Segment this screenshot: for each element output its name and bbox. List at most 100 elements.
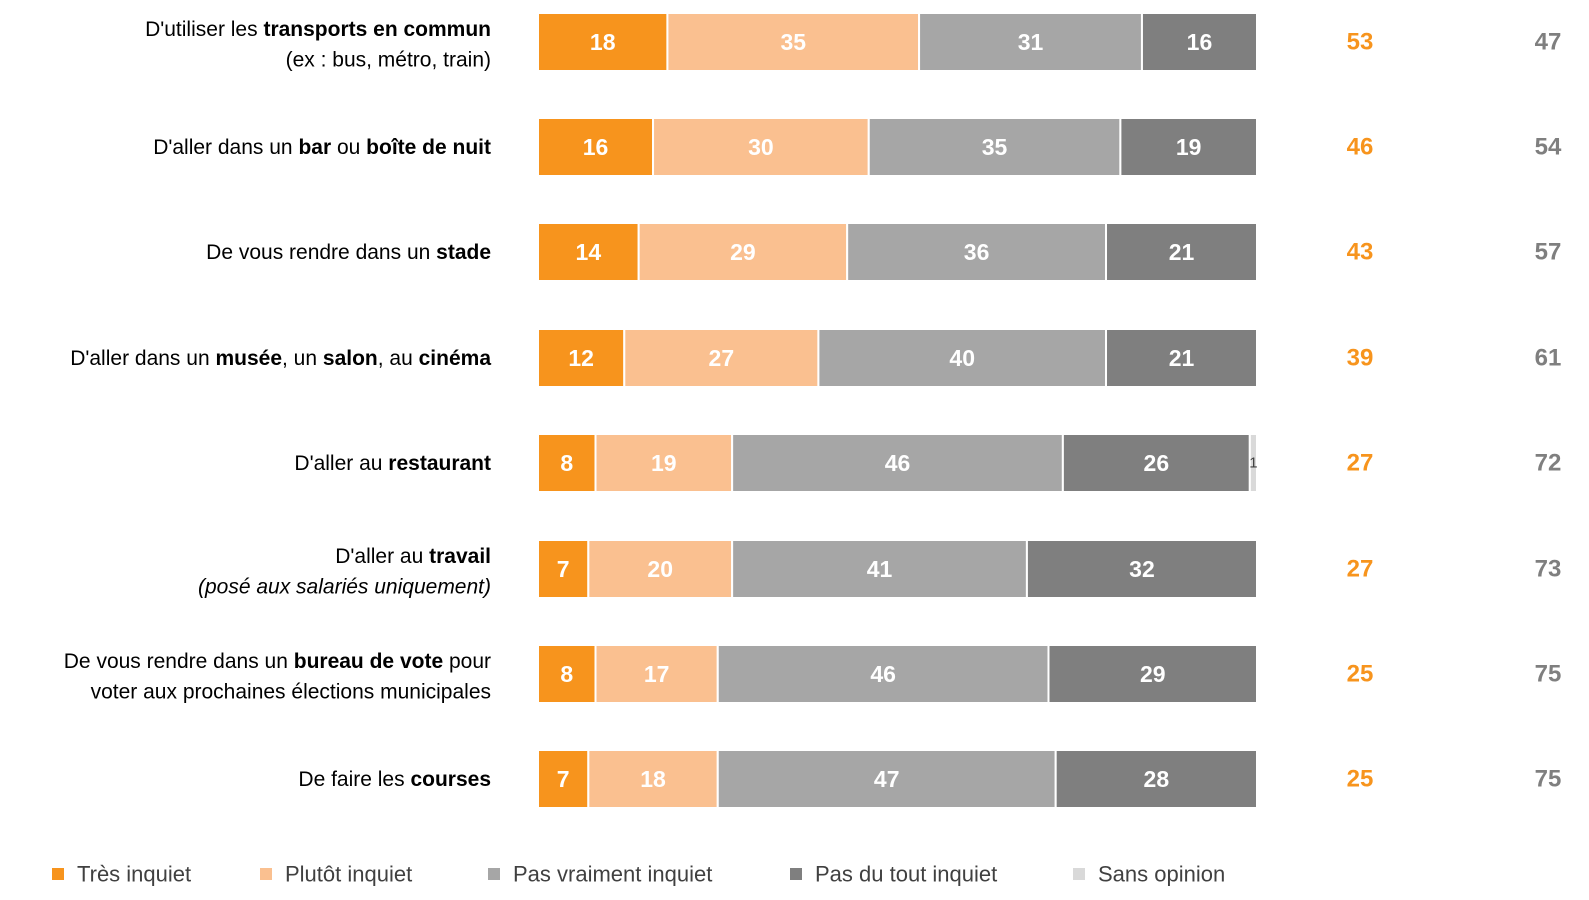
total-inquiet: 27 (1347, 450, 1374, 477)
total-pas-inquiet: 75 (1535, 766, 1562, 793)
bar-segment (537, 222, 640, 282)
bar-value-label: 31 (1018, 29, 1044, 55)
legend-label: Pas vraiment inquiet (513, 862, 712, 887)
bar-value-label: 35 (780, 29, 806, 55)
legend-label: Sans opinion (1098, 862, 1225, 887)
bar-value-label: 47 (874, 766, 900, 792)
bar-value-label: 7 (557, 556, 570, 582)
bar-segment (1054, 749, 1259, 809)
bar-value-label: 16 (1187, 29, 1213, 55)
bar-value-label: 29 (1140, 661, 1166, 687)
total-inquiet: 25 (1347, 766, 1374, 793)
total-inquiet: 39 (1347, 345, 1374, 372)
category-label: D'aller dans un bar ou boîte de nuit (153, 136, 491, 159)
bar-segment (537, 328, 626, 388)
legend: Très inquiet Plutôt inquiet Pas vraiment i… (52, 862, 1225, 887)
category-sublabel: (ex : bus, métro, train) (286, 49, 491, 72)
bar-value-label: 7 (557, 766, 570, 792)
bar-value-label: 41 (867, 556, 893, 582)
legend-label: Très inquiet (77, 862, 191, 887)
bar-value-label: 8 (560, 661, 573, 687)
category-label: D'aller dans un musée, un salon, au ciné… (70, 347, 491, 370)
bar-value-label: 21 (1169, 345, 1195, 371)
category-label: De vous rendre dans un bureau de vote po… (64, 650, 491, 673)
total-pas-inquiet: 73 (1535, 556, 1562, 583)
bar-segment (623, 328, 820, 388)
bar-value-label: 27 (709, 345, 735, 371)
total-pas-inquiet: 57 (1535, 239, 1562, 266)
bar-segment (1047, 644, 1258, 704)
bar-segment (666, 12, 921, 72)
bar-segment (1248, 433, 1259, 493)
total-inquiet: 46 (1347, 134, 1374, 161)
bar-value-label: 29 (730, 239, 756, 265)
total-inquiet: 53 (1347, 29, 1374, 56)
bar-segment (587, 749, 719, 809)
legend-label: Pas du tout inquiet (815, 862, 997, 887)
bar-value-label: 14 (576, 239, 602, 265)
bar-segment (731, 433, 1064, 493)
bar-segment (537, 117, 655, 177)
bar-value-label: 18 (640, 766, 666, 792)
bar-segment (594, 433, 734, 493)
bar-value-label: 46 (870, 661, 896, 687)
bar-value-label: 16 (583, 134, 609, 160)
bar-segment (1140, 12, 1258, 72)
category-label: D'aller au restaurant (294, 452, 491, 475)
bar-value-label: 35 (982, 134, 1008, 160)
legend-swatch (790, 868, 802, 880)
bar-value-label: 1 (1249, 455, 1257, 472)
bar-segment (537, 433, 597, 493)
total-inquiet: 27 (1347, 556, 1374, 583)
bar-segment (1105, 222, 1259, 282)
bar-value-label: 46 (885, 450, 911, 476)
category-sublabel: voter aux prochaines élections municipal… (91, 681, 491, 704)
bar-segment (1025, 539, 1259, 599)
bar-segment (918, 12, 1143, 72)
legend-swatch (1073, 868, 1085, 880)
legend-swatch (488, 868, 500, 880)
bar-value-label: 19 (1176, 134, 1202, 160)
bar-segment (1119, 117, 1259, 177)
total-pas-inquiet: 61 (1535, 345, 1562, 372)
bar-segment (1105, 328, 1259, 388)
bar-segment (716, 644, 1050, 704)
bar-value-label: 28 (1144, 766, 1170, 792)
category-label: De vous rendre dans un stade (206, 241, 491, 264)
total-pas-inquiet: 72 (1535, 450, 1562, 477)
bar-segment (652, 117, 870, 177)
legend-swatch (52, 868, 64, 880)
bar-value-label: 32 (1129, 556, 1155, 582)
total-pas-inquiet: 47 (1535, 29, 1562, 56)
bar-value-label: 26 (1144, 450, 1170, 476)
bar-value-label: 20 (647, 556, 673, 582)
category-label: D'aller au travail (335, 545, 491, 568)
bar-value-label: 19 (651, 450, 677, 476)
bar-value-label: 21 (1169, 239, 1195, 265)
bar-value-label: 30 (748, 134, 774, 160)
bar-segment (537, 749, 590, 809)
bar-value-label: 40 (949, 345, 975, 371)
total-inquiet: 43 (1347, 239, 1374, 266)
bar-value-label: 8 (560, 450, 573, 476)
category-labels: D'utiliser les transports en commun (ex :… (64, 18, 492, 791)
category-label: De faire les courses (298, 768, 491, 791)
bar-segment (716, 749, 1057, 809)
category-label: D'utiliser les transports en commun (145, 18, 491, 41)
category-sublabel: (posé aux salariés uniquement) (198, 576, 491, 599)
total-inquiet: 25 (1347, 661, 1374, 688)
bar-value-label: 17 (644, 661, 670, 687)
bar-segment (1061, 433, 1251, 493)
bar-segment (537, 12, 669, 72)
legend-swatch (260, 868, 272, 880)
legend-label: Plutôt inquiet (285, 862, 412, 887)
bar-segment (537, 644, 597, 704)
bar-value-label: 36 (964, 239, 990, 265)
bar-value-label: 12 (568, 345, 594, 371)
total-pas-inquiet: 54 (1535, 134, 1562, 161)
totals: 53 47 46 54 43 57 39 61 27 72 27 73 25 75 25 75 (1347, 29, 1562, 793)
bar-segment (637, 222, 849, 282)
bar-segment (867, 117, 1122, 177)
